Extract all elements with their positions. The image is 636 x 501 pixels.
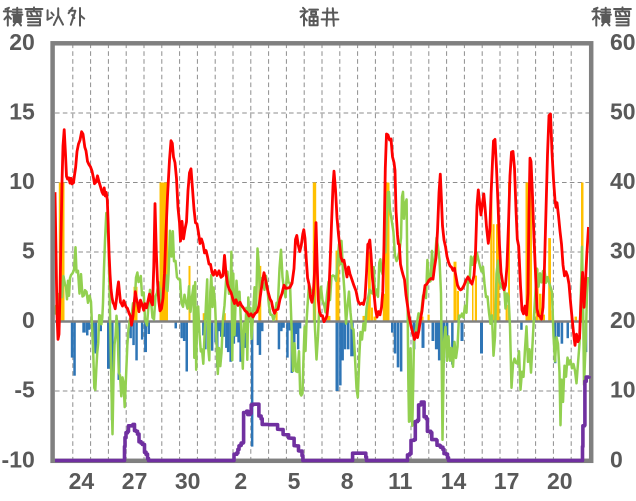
svg-text:11: 11 bbox=[388, 468, 413, 494]
svg-text:30: 30 bbox=[610, 238, 636, 264]
svg-text:0: 0 bbox=[22, 307, 35, 333]
svg-text:10: 10 bbox=[9, 168, 35, 194]
svg-text:14: 14 bbox=[441, 468, 467, 494]
svg-text:8: 8 bbox=[341, 468, 354, 494]
svg-text:-5: -5 bbox=[14, 377, 35, 403]
svg-text:0: 0 bbox=[610, 446, 623, 472]
svg-text:15: 15 bbox=[9, 98, 35, 124]
svg-text:50: 50 bbox=[610, 98, 636, 124]
svg-text:27: 27 bbox=[122, 468, 148, 494]
svg-text:24: 24 bbox=[69, 468, 95, 494]
svg-text:-10: -10 bbox=[2, 446, 35, 472]
svg-text:40: 40 bbox=[610, 168, 636, 194]
svg-text:20: 20 bbox=[547, 468, 573, 494]
svg-text:5: 5 bbox=[288, 468, 301, 494]
svg-text:2: 2 bbox=[234, 468, 247, 494]
svg-text:20: 20 bbox=[9, 29, 35, 55]
svg-text:10: 10 bbox=[610, 377, 636, 403]
svg-text:20: 20 bbox=[610, 307, 636, 333]
svg-text:5: 5 bbox=[22, 238, 35, 264]
svg-text:30: 30 bbox=[175, 468, 201, 494]
svg-text:17: 17 bbox=[494, 468, 520, 494]
svg-text:60: 60 bbox=[610, 29, 636, 55]
